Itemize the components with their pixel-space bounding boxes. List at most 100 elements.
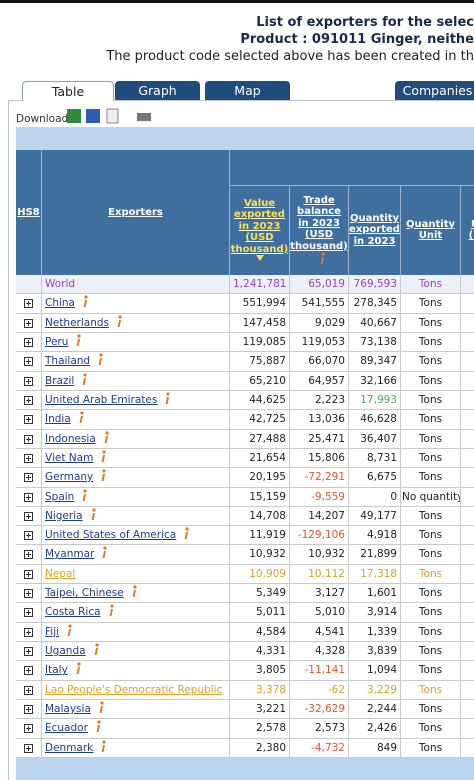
info-icon[interactable] (102, 430, 110, 444)
info-icon[interactable] (81, 295, 89, 308)
expand-button[interactable] (24, 337, 33, 347)
column-header[interactable]: Exporters (42, 150, 230, 275)
exporter-name[interactable]: Denmark (45, 741, 94, 754)
print-icon[interactable] (137, 113, 151, 121)
exporter-name[interactable]: Malaysia (45, 703, 91, 716)
exporter-name[interactable]: United States of America (45, 529, 177, 542)
exporter-name[interactable]: China (45, 297, 75, 310)
exporter-name[interactable]: Fiji (45, 625, 60, 638)
expand-button[interactable] (24, 318, 33, 328)
exporter-name[interactable]: Ecuador (45, 722, 88, 735)
value-cell: 3,221 (230, 700, 290, 720)
value-cell: Tons (401, 332, 461, 353)
exporter-name[interactable]: Peru (45, 335, 69, 348)
tab[interactable]: Companies (395, 81, 474, 100)
column-header[interactable]: Trade balance in 2023 (USD thousand) (290, 185, 349, 275)
expand-button[interactable] (24, 550, 33, 560)
info-icon[interactable] (130, 585, 138, 598)
column-header[interactable]: U (U (461, 185, 474, 275)
info-icon[interactable] (115, 315, 123, 328)
info-icon[interactable] (65, 624, 73, 637)
info-icon[interactable] (107, 604, 115, 617)
exporter-name[interactable]: Netherlands (45, 316, 110, 329)
tab[interactable]: Table (22, 81, 114, 101)
exporter-name[interactable]: Costa Rica (45, 606, 101, 619)
info-icon[interactable] (182, 527, 190, 540)
info-icon[interactable] (97, 701, 105, 714)
info-icon[interactable] (94, 720, 102, 733)
exporter-name[interactable]: Uganda (45, 645, 86, 658)
info-icon[interactable] (74, 334, 82, 347)
info-icon[interactable] (89, 508, 97, 521)
info-icon[interactable] (99, 740, 107, 753)
info-icon[interactable] (92, 643, 100, 656)
expand-button[interactable] (24, 434, 33, 444)
text-icon[interactable] (106, 108, 119, 124)
cell-text: 4,331 (255, 645, 286, 658)
expand-button[interactable] (24, 647, 33, 657)
expand-button[interactable] (24, 724, 33, 734)
value-cell: 17,993 (349, 390, 401, 411)
info-icon[interactable] (74, 662, 82, 675)
info-icon[interactable] (80, 488, 88, 502)
exporter-name[interactable]: United Arab Emirates (45, 393, 158, 406)
value-cell: 10,112 (290, 564, 349, 585)
expand-cell (16, 352, 42, 372)
expand-button[interactable] (24, 376, 33, 386)
expand-button[interactable] (24, 415, 33, 425)
expand-button[interactable] (24, 705, 33, 715)
cell-text: No quantity (402, 490, 461, 503)
expand-button[interactable] (24, 743, 33, 753)
word-icon[interactable] (86, 109, 100, 123)
exporter-name[interactable]: Viet Nam (45, 451, 94, 464)
info-icon[interactable] (163, 392, 171, 405)
plus-v (28, 552, 29, 558)
value-cell: 65,019 (290, 275, 349, 295)
value-cell: 1,601 (349, 584, 401, 604)
value-cell: 40,667 (349, 313, 401, 333)
exporter-name[interactable]: Myanmar (45, 548, 95, 561)
info-icon[interactable] (99, 450, 107, 463)
expand-button[interactable] (24, 666, 33, 676)
expand-button[interactable] (24, 589, 33, 599)
expand-button[interactable] (24, 299, 33, 309)
exporter-name[interactable]: Germany (45, 471, 94, 484)
exporter-name[interactable]: Indonesia (45, 432, 96, 445)
column-header[interactable]: Quantity Unit (401, 185, 461, 275)
info-icon[interactable] (77, 411, 85, 424)
expand-button[interactable] (24, 473, 33, 483)
expand-button[interactable] (24, 492, 33, 502)
value-cell: Tons (401, 468, 461, 488)
exporter-name[interactable]: Italy (45, 664, 68, 677)
exporter-name[interactable]: India (45, 413, 71, 426)
exporter-name[interactable]: Thailand (45, 355, 91, 368)
tab[interactable]: Graph (115, 81, 200, 100)
exporter-name[interactable]: Spain (45, 490, 75, 503)
expand-button[interactable] (24, 511, 33, 521)
cell-text: 541,555 (301, 297, 345, 310)
expand-button[interactable] (24, 627, 33, 637)
column-header[interactable]: Value exported in 2023 (USD thousand) (230, 185, 290, 275)
info-icon[interactable] (100, 546, 108, 559)
exporter-name[interactable]: Nigeria (45, 509, 83, 522)
exporter-name[interactable]: Nepal (45, 567, 76, 580)
expand-button[interactable] (24, 569, 33, 579)
tab[interactable]: Map (205, 81, 290, 100)
column-header[interactable]: Quantity exported in 2023 (349, 185, 401, 275)
info-icon[interactable] (96, 353, 104, 366)
value-cell: 15,159 (230, 487, 290, 507)
info-icon[interactable] (318, 252, 326, 265)
expand-button[interactable] (24, 357, 33, 367)
excel-icon[interactable] (67, 109, 81, 123)
exporter-name[interactable]: Lao People's Democratic Republic (45, 683, 223, 696)
info-icon[interactable] (80, 372, 88, 386)
exporter-name[interactable]: Taipei, Chinese (45, 587, 124, 600)
expand-button[interactable] (24, 395, 33, 405)
expand-button[interactable] (24, 685, 33, 695)
expand-button[interactable] (24, 608, 33, 618)
extra-cell (461, 429, 474, 449)
info-icon[interactable] (99, 469, 107, 482)
expand-button[interactable] (24, 531, 33, 541)
exporter-name[interactable]: Brazil (45, 374, 75, 387)
expand-button[interactable] (24, 453, 33, 463)
